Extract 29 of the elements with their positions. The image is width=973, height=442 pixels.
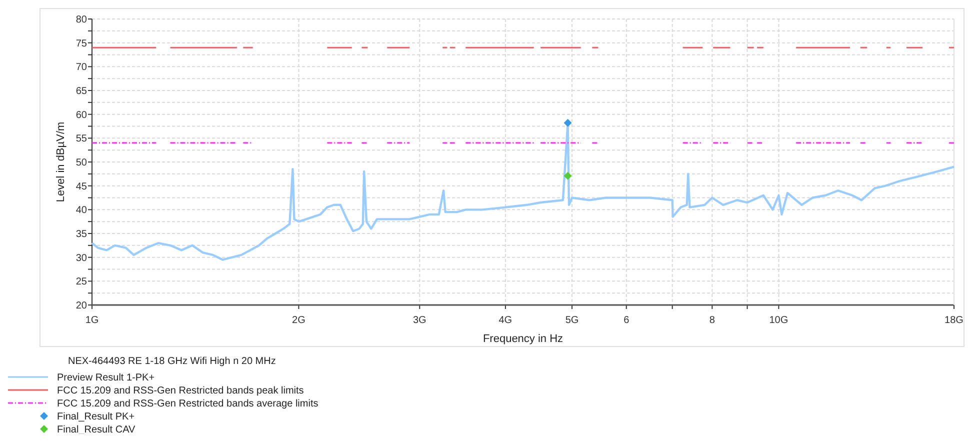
- x-tick-label: 2G: [292, 315, 306, 326]
- x-tick-label: 3G: [412, 315, 427, 326]
- x-tick-label: 8: [709, 315, 716, 326]
- y-tick-label: 40: [76, 205, 88, 216]
- legend-title: NEX-464493 RE 1-18 GHz Wifi High n 20 MHz: [68, 356, 276, 367]
- y-tick-label: 55: [76, 134, 88, 145]
- y-tick-label: 80: [76, 14, 88, 26]
- y-tick-label: 35: [76, 229, 88, 240]
- x-tick-label: 4G: [498, 315, 512, 326]
- y-tick-label: 25: [76, 276, 88, 288]
- y-tick-label: 20: [76, 300, 88, 312]
- x-tick-label: 5G: [565, 315, 579, 326]
- x-tick-label: 1G: [85, 315, 99, 326]
- y-tick-label: 45: [76, 181, 88, 192]
- legend-label: Preview Result 1-PK+: [57, 372, 155, 384]
- y-tick-label: 50: [76, 158, 88, 168]
- x-tick-label: 10G: [769, 315, 788, 326]
- y-tick-label: 70: [76, 62, 88, 74]
- y-tick-label: 30: [76, 252, 88, 264]
- legend-label: FCC 15.209 and RSS-Gen Restricted bands peak limits: [57, 386, 304, 396]
- x-axis-title: Frequency in Hz: [482, 333, 564, 345]
- y-tick-label: 65: [76, 86, 88, 97]
- y-tick-label: 60: [76, 110, 88, 121]
- x-tick-label: 6: [624, 315, 630, 326]
- y-axis-title: Level in dBµV/m: [55, 122, 67, 202]
- x-tick-label: 18G: [944, 315, 964, 326]
- legend-label: Final_Result PK+: [57, 412, 135, 422]
- y-tick-label: 75: [76, 38, 88, 50]
- legend-label: FCC 15.209 and RSS-Gen Restricted bands average limits: [57, 398, 318, 410]
